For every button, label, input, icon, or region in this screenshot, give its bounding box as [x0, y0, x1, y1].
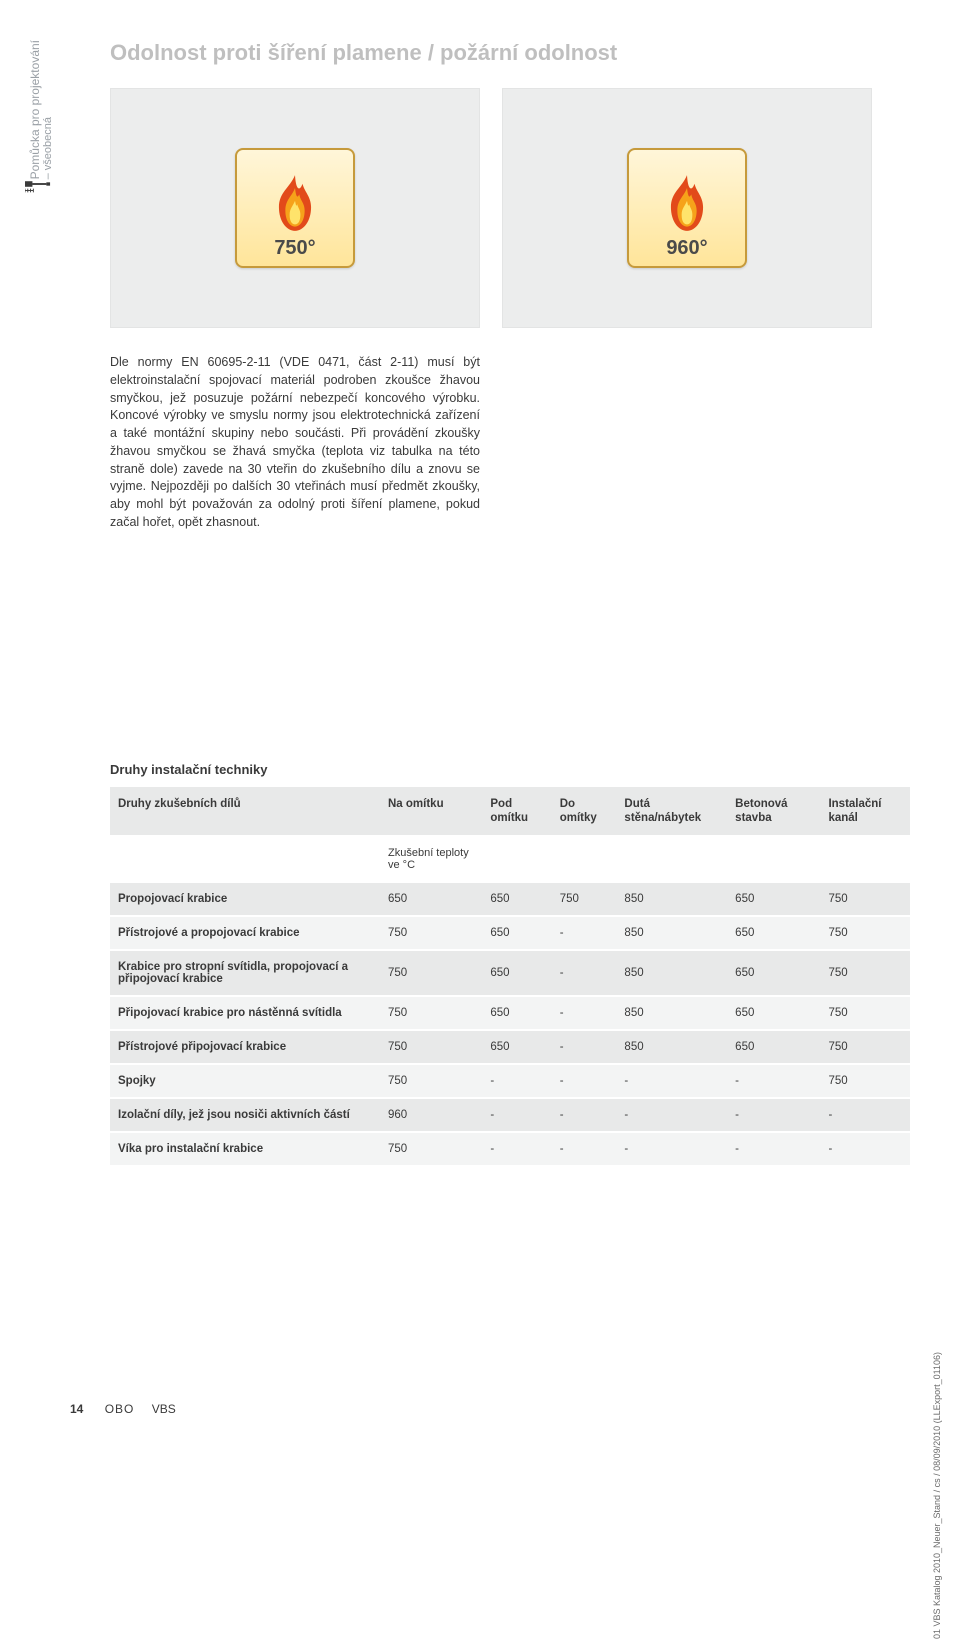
col-header: Do omítky [552, 787, 617, 837]
row-label: Přístrojové připojovací krabice [110, 1030, 380, 1064]
row-label: Propojovací krabice [110, 882, 380, 916]
units-label: Zkušební teploty ve °C [380, 836, 482, 882]
badge-temp-1: 750° [274, 237, 315, 260]
row-label: Spojky [110, 1064, 380, 1098]
row-label: Krabice pro stropní svítidla, propojovac… [110, 950, 380, 996]
table-cell: - [552, 1132, 617, 1166]
figure-panel-960: 960° [502, 88, 872, 328]
side-label-line1: Pomůcka pro projektování [28, 40, 42, 179]
table-cell: 750 [820, 996, 910, 1030]
table-cell: - [616, 1132, 727, 1166]
table-cell: - [482, 1132, 551, 1166]
flame-icon [659, 173, 715, 233]
col-header: Druhy zkušebních dílů [110, 787, 380, 837]
table-cell: - [552, 1098, 617, 1132]
table-cell: 750 [820, 950, 910, 996]
table-cell: - [552, 1064, 617, 1098]
screwdriver-icon [25, 175, 51, 198]
table-cell: - [727, 1132, 820, 1166]
row-label: Izolační díly, jež jsou nosiči aktivních… [110, 1098, 380, 1132]
col-header: Pod omítku [482, 787, 551, 837]
table-cell: 850 [616, 916, 727, 950]
row-label: Připojovací krabice pro nástěnná svítidl… [110, 996, 380, 1030]
table-cell: 750 [820, 1030, 910, 1064]
table-cell: - [552, 916, 617, 950]
side-label-line2: – všeobecná [42, 40, 55, 179]
temperature-badge-960: 960° [627, 148, 747, 268]
table-cell: 750 [820, 882, 910, 916]
table-section-title: Druhy instalační techniky [110, 762, 910, 777]
table-cell: - [616, 1064, 727, 1098]
col-header: Dutá stěna/nábytek [616, 787, 727, 837]
table-cell: 650 [727, 916, 820, 950]
table-cell: - [552, 1030, 617, 1064]
table-cell: 750 [380, 916, 482, 950]
table-cell: 850 [616, 1030, 727, 1064]
table-header-row: Druhy zkušebních dílů Na omítku Pod omít… [110, 787, 910, 837]
table-cell: 650 [482, 950, 551, 996]
table-cell: 850 [616, 882, 727, 916]
table-cell: - [820, 1132, 910, 1166]
table-row: Přístrojové připojovací krabice750650-85… [110, 1030, 910, 1064]
table-cell: 750 [820, 916, 910, 950]
col-header: Na omítku [380, 787, 482, 837]
table-row: Izolační díly, jež jsou nosiči aktivních… [110, 1098, 910, 1132]
body-paragraph: Dle normy EN 60695-2-11 (VDE 0471, část … [110, 354, 480, 532]
page-title: Odolnost proti šíření plamene / požární … [110, 40, 910, 66]
table-cell: - [482, 1098, 551, 1132]
side-section-label: Pomůcka pro projektování – všeobecná [28, 40, 167, 68]
figures-row: 750° 960° [110, 88, 910, 328]
table-cell: - [482, 1064, 551, 1098]
table-cell: 650 [482, 996, 551, 1030]
table-cell: 750 [380, 1132, 482, 1166]
col-header: Betonová stavba [727, 787, 820, 837]
table-row: Krabice pro stropní svítidla, propojovac… [110, 950, 910, 996]
table-cell: 650 [727, 1030, 820, 1064]
row-label: Přístrojové a propojovací krabice [110, 916, 380, 950]
table-cell: 750 [820, 1064, 910, 1098]
table-cell: - [552, 996, 617, 1030]
table-cell: 750 [380, 996, 482, 1030]
table-cell: 750 [380, 950, 482, 996]
table-cell: 750 [380, 1064, 482, 1098]
table-row: Víka pro instalační krabice750----- [110, 1132, 910, 1166]
table-units-row: Zkušební teploty ve °C [110, 836, 910, 882]
table-row: Propojovací krabice650650750850650750 [110, 882, 910, 916]
table-cell: 650 [482, 882, 551, 916]
table-cell: 650 [727, 950, 820, 996]
table-cell: 650 [380, 882, 482, 916]
table-cell: 650 [727, 996, 820, 1030]
flame-icon [267, 173, 323, 233]
document-reference: 01 VBS Katalog 2010_Neuer_Stand / cs / 0… [932, 1352, 942, 1639]
table-cell: - [727, 1098, 820, 1132]
col-header: Instalační kanál [820, 787, 910, 837]
table-cell: 650 [482, 916, 551, 950]
table-row: Spojky750----750 [110, 1064, 910, 1098]
table-cell: 850 [616, 996, 727, 1030]
page-number: 14 [70, 1402, 83, 1416]
temperature-badge-750: 750° [235, 148, 355, 268]
table-cell: 750 [552, 882, 617, 916]
badge-temp-2: 960° [666, 237, 707, 260]
installation-types-table: Druhy zkušebních dílů Na omítku Pod omít… [110, 787, 910, 1168]
footer-brand-2: VBS [152, 1402, 176, 1416]
table-cell: 650 [727, 882, 820, 916]
table-cell: 750 [380, 1030, 482, 1064]
table-cell: 650 [482, 1030, 551, 1064]
footer-brand-1: OBO [105, 1402, 135, 1416]
table-cell: 960 [380, 1098, 482, 1132]
table-cell: - [552, 950, 617, 996]
table-cell: - [727, 1064, 820, 1098]
table-row: Přístrojové a propojovací krabice750650-… [110, 916, 910, 950]
row-label: Víka pro instalační krabice [110, 1132, 380, 1166]
table-row: Připojovací krabice pro nástěnná svítidl… [110, 996, 910, 1030]
table-cell: - [820, 1098, 910, 1132]
table-cell: - [616, 1098, 727, 1132]
page-footer: 14 OBO VBS [70, 1402, 176, 1416]
table-cell: 850 [616, 950, 727, 996]
figure-panel-750: 750° [110, 88, 480, 328]
